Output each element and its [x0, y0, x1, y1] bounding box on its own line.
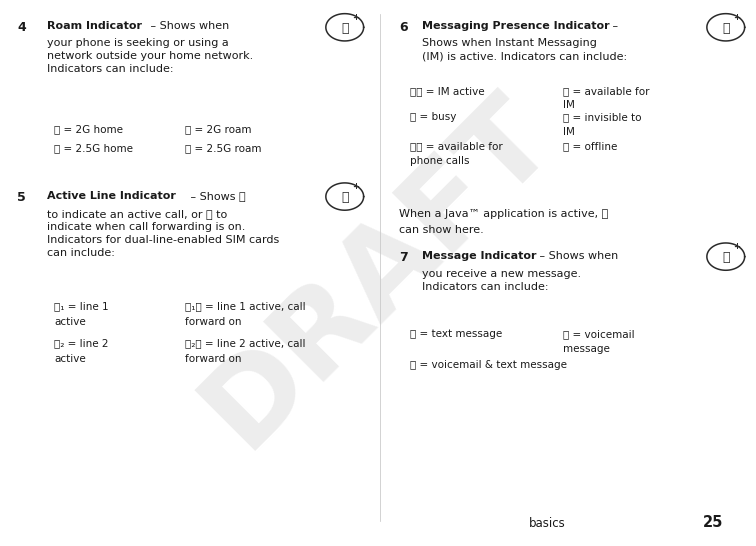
Text: forward on: forward on [185, 317, 242, 327]
Text: +: + [352, 13, 359, 22]
Text: active: active [54, 317, 86, 327]
Text: Active Line Indicator: Active Line Indicator [47, 191, 175, 201]
Text: +: + [733, 242, 740, 251]
Text: Ⓐ: Ⓐ [341, 22, 349, 35]
Text: IM: IM [563, 127, 575, 136]
Text: to indicate an active call, or ⓒ to
indicate when call forwarding is on.
Indicat: to indicate an active call, or ⓒ to indi… [47, 209, 279, 258]
Text: Messaging Presence Indicator: Messaging Presence Indicator [422, 21, 609, 31]
Text: IM: IM [563, 100, 575, 110]
Text: DRAFT: DRAFT [181, 76, 575, 470]
Text: Shows when Instant Messaging
(IM) is active. Indicators can include:: Shows when Instant Messaging (IM) is act… [422, 38, 627, 61]
Text: – Shows ⓗ: – Shows ⓗ [187, 191, 246, 201]
Text: +: + [352, 182, 359, 191]
Text: Ⓒ = 2G home: Ⓒ = 2G home [54, 124, 123, 134]
Text: Ⓒ = 2.5G roam: Ⓒ = 2.5G roam [185, 144, 262, 153]
Text: 25: 25 [703, 515, 723, 530]
Text: Ⓐ: Ⓐ [722, 22, 730, 35]
Text: Ⓘ = voicemail: Ⓘ = voicemail [563, 329, 635, 339]
Text: 5: 5 [17, 191, 26, 204]
Text: Ⓒ = 2G roam: Ⓒ = 2G roam [185, 124, 252, 134]
Text: Ⓐ₂ = line 2: Ⓐ₂ = line 2 [54, 339, 109, 348]
Text: forward on: forward on [185, 354, 242, 364]
Text: 4: 4 [17, 21, 26, 34]
Text: Roam Indicator: Roam Indicator [47, 21, 142, 31]
Text: Ⓢ = invisible to: Ⓢ = invisible to [563, 112, 642, 122]
Text: –: – [609, 21, 618, 31]
Text: message: message [563, 344, 610, 354]
Text: Message Indicator: Message Indicator [422, 251, 536, 261]
Text: 6: 6 [399, 21, 407, 34]
Text: Ⓘ = voicemail & text message: Ⓘ = voicemail & text message [410, 360, 567, 370]
Text: ⒾⒾ = available for: ⒾⒾ = available for [410, 141, 503, 151]
Text: Ⓘ = text message: Ⓘ = text message [410, 329, 502, 339]
Text: can show here.: can show here. [399, 225, 484, 235]
Text: Ⓐ₁Ⓕ = line 1 active, call: Ⓐ₁Ⓕ = line 1 active, call [185, 301, 306, 311]
Text: Ⓒ = 2.5G home: Ⓒ = 2.5G home [54, 144, 133, 153]
Text: active: active [54, 354, 86, 364]
Text: Ⓐ: Ⓐ [722, 251, 730, 264]
Text: 7: 7 [399, 251, 408, 264]
Text: Ⓘ = busy: Ⓘ = busy [410, 112, 456, 122]
Text: you receive a new message.
Indicators can include:: you receive a new message. Indicators ca… [422, 269, 581, 292]
Text: – Shows when: – Shows when [147, 21, 230, 31]
Text: When a Java™ application is active, Ⓘ: When a Java™ application is active, Ⓘ [399, 209, 609, 218]
Text: Ⓐ₂Ⓕ = line 2 active, call: Ⓐ₂Ⓕ = line 2 active, call [185, 339, 305, 348]
Text: Ⓐ: Ⓐ [341, 191, 349, 204]
Text: basics: basics [529, 517, 566, 530]
Text: +: + [733, 13, 740, 22]
Text: Ⓐ₁ = line 1: Ⓐ₁ = line 1 [54, 301, 109, 311]
Text: your phone is seeking or using a
network outside your home network.
Indicators c: your phone is seeking or using a network… [47, 38, 253, 74]
Text: – Shows when: – Shows when [536, 251, 618, 261]
Text: ⒾⒾ = IM active: ⒾⒾ = IM active [410, 86, 485, 96]
Text: Ⓢ = offline: Ⓢ = offline [563, 141, 618, 151]
Text: Ⓕ = available for: Ⓕ = available for [563, 86, 649, 96]
Text: phone calls: phone calls [410, 156, 469, 166]
